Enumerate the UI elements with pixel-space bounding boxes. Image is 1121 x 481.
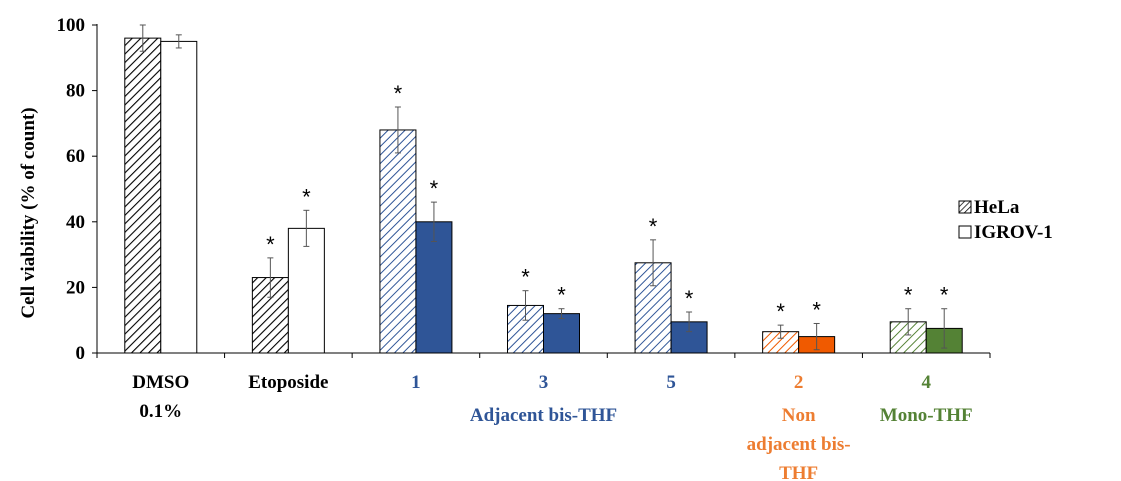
legend-swatch-igrov [958,225,972,239]
significance-star: * [302,184,311,209]
y-tick-label: 80 [66,81,85,102]
significance-star: * [649,214,658,239]
significance-star: * [521,265,530,290]
bar-hela-0 [124,37,162,354]
significance-star: * [430,176,439,201]
legend-label-hela: HeLa [974,197,1020,218]
bar-hela-4 [634,262,672,354]
bar-hela-1 [251,277,289,354]
y-axis-label: Cell viability (% of count) [18,107,39,318]
bar-igrov-3 [543,313,580,354]
category-label: 3 [539,372,549,393]
significance-star: * [394,81,403,106]
category-label: DMSO [132,372,189,393]
group-label: THF [779,463,818,481]
category-label: 4 [921,372,931,393]
bar-igrov-2 [415,221,453,354]
bar-igrov-1 [287,227,325,354]
group-label: adjacent bis- [747,434,851,455]
y-tick-label: 100 [57,15,86,36]
legend-label-igrov: IGROV-1 [974,222,1053,243]
bar-igrov-0 [160,40,198,354]
y-tick-label: 60 [66,146,85,167]
significance-star: * [557,283,566,308]
group-labels: Adjacent bis-THF Non adjacent bis- THF Mono-… [470,405,973,481]
legend: HeLa IGROV-1 [958,197,1053,243]
significance-star: * [812,297,821,322]
group-label: Adjacent bis-THF [470,405,617,426]
y-tick-label: 40 [66,212,85,233]
group-label: Non [782,405,816,426]
significance-star: * [776,299,785,324]
y-axis: 0 20 40 60 80 100 [57,15,98,364]
category-label-line2: 0.1% [139,401,182,422]
bars [124,37,963,354]
bar-hela-2 [379,129,417,354]
category-labels: DMSO 0.1% Etoposide 1 3 5 2 4 [132,372,931,422]
y-tick-label: 0 [76,343,86,364]
significance-star: * [904,283,913,308]
legend-swatch-hela [958,200,972,214]
significance-star: * [266,232,275,257]
significance-star: * [940,283,949,308]
group-label: Mono-THF [880,405,973,426]
category-label: 5 [666,372,676,393]
category-label: Etoposide [248,372,328,393]
category-label: 2 [794,372,804,393]
error-bars [139,24,948,351]
x-axis [96,352,991,358]
significance-markers: * * * * * * * * * * * * [266,81,949,324]
category-label: 1 [411,372,421,393]
significance-star: * [685,286,694,311]
y-tick-label: 20 [66,277,85,298]
